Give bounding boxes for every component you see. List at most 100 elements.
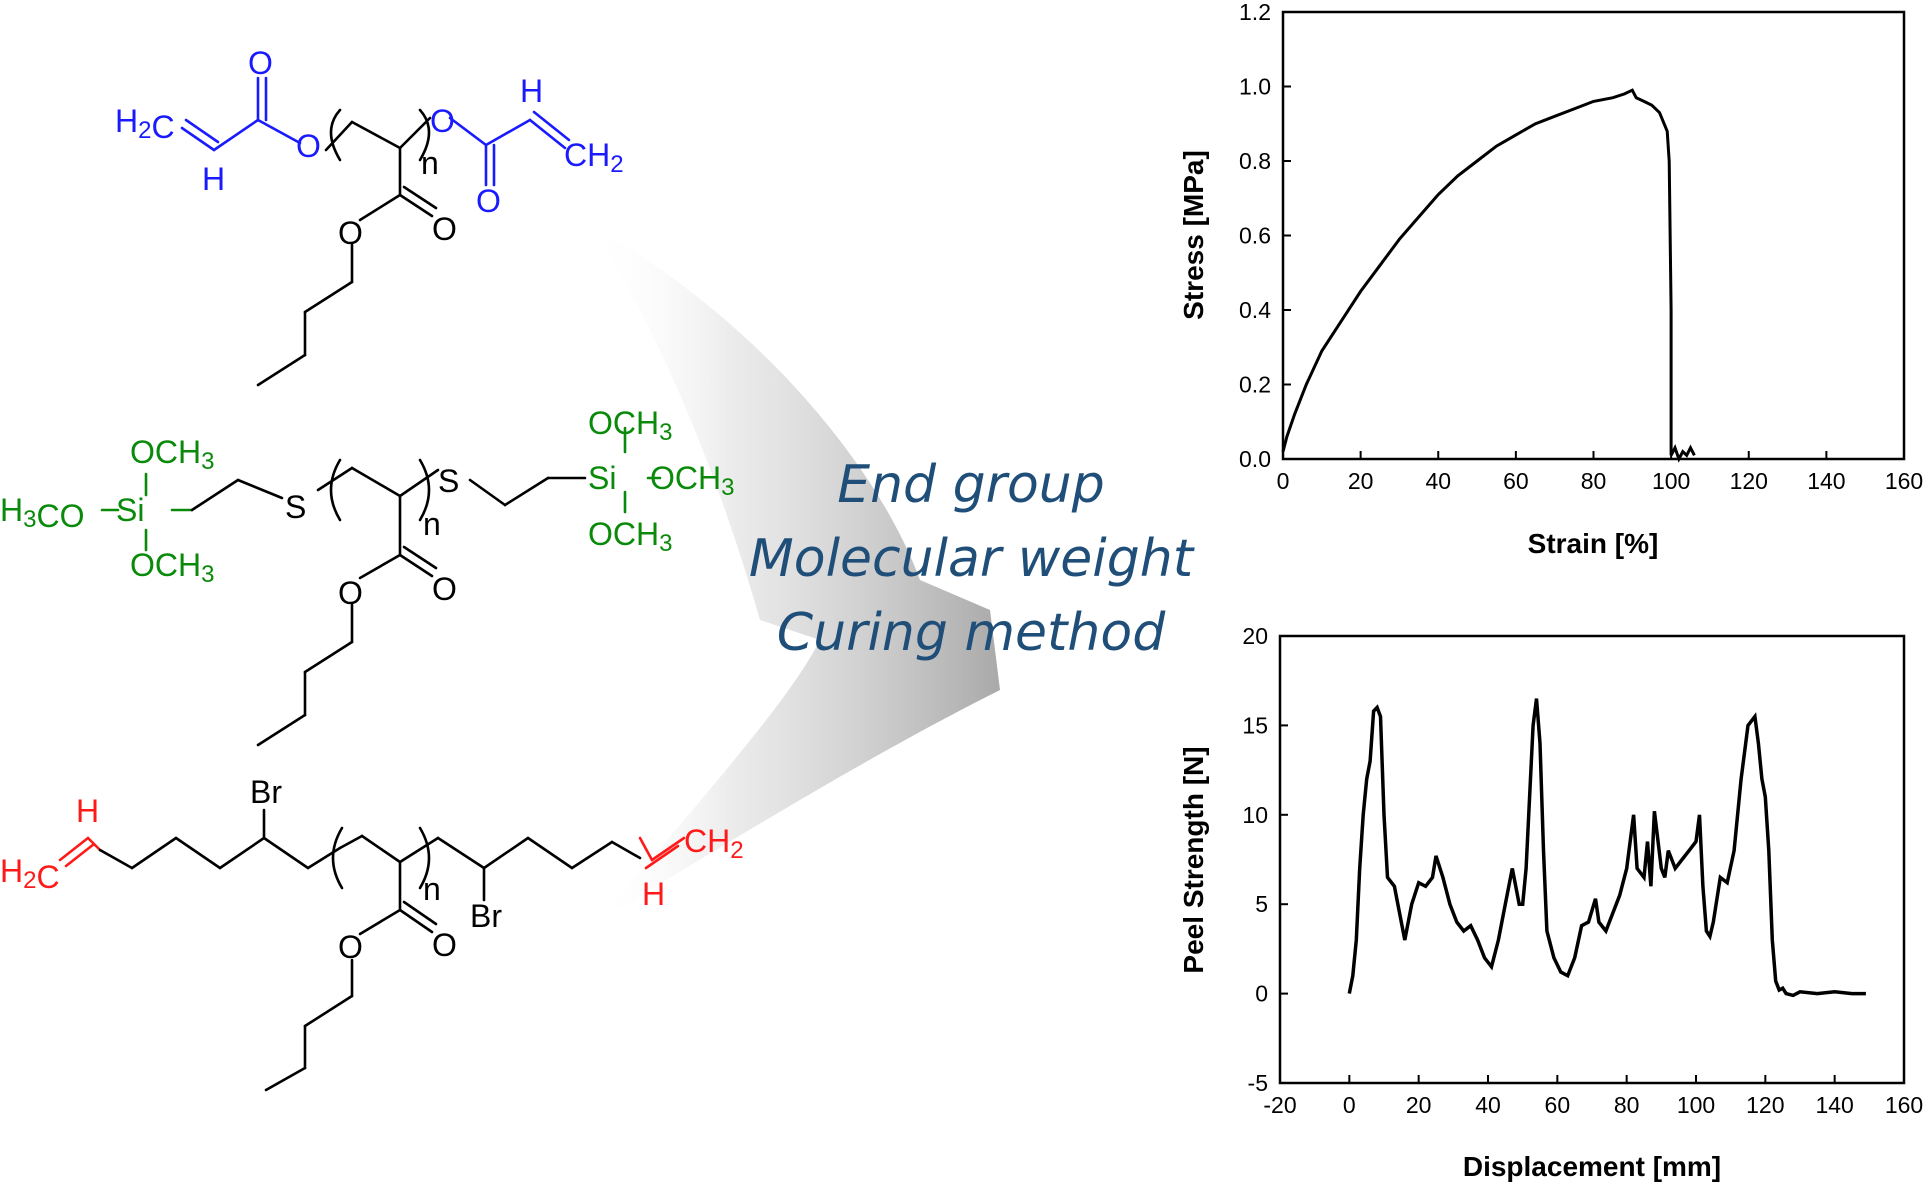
bond: [236, 478, 284, 500]
bond: [303, 640, 354, 674]
x-tick-label: 120: [1746, 1092, 1784, 1118]
atom-h: H: [76, 793, 99, 829]
formula-och3: OCH3: [130, 434, 214, 475]
bond: [212, 118, 260, 152]
repeat-n: n: [423, 506, 441, 542]
atom-s: S: [438, 463, 459, 499]
x-tick-label: 100: [1652, 468, 1690, 494]
y-tick-label: 15: [1242, 712, 1268, 738]
atom-o: O: [338, 215, 363, 251]
bond: [256, 353, 307, 387]
atom-s: S: [285, 489, 306, 525]
bond: [503, 476, 550, 507]
bond: [58, 836, 90, 862]
parameter-list: End group Molecular weight Curing method: [749, 455, 1195, 663]
bond: [532, 110, 571, 142]
bond: [264, 1066, 307, 1092]
formula-ch2: CH2: [684, 823, 744, 864]
bracket-right: [418, 108, 431, 162]
atom-o: O: [476, 183, 501, 219]
x-tick-label: 80: [1581, 468, 1607, 494]
repeat-n: n: [421, 145, 439, 181]
y-tick-label: 1.2: [1239, 0, 1271, 25]
bond: [638, 836, 654, 862]
bond: [262, 836, 310, 870]
bond: [650, 836, 686, 862]
bracket-left: [331, 826, 344, 890]
bond: [360, 834, 402, 864]
bond: [256, 713, 307, 747]
atom-si: Si: [588, 460, 616, 496]
y-axis-title: Peel Strength [N]: [1178, 746, 1209, 973]
atom-si: Si: [116, 492, 144, 528]
formula-ch2: CH2: [564, 137, 624, 178]
bond: [358, 553, 402, 580]
molecule-silane-terminated: OCH3 H3CO Si OCH3 OCH3 Si OCH3 OCH3: [0, 405, 734, 747]
formula-och3: OCH3: [130, 547, 214, 588]
bond: [398, 836, 440, 864]
parameter-molecular-weight: Molecular weight: [749, 529, 1195, 589]
parameter-end-group: End group: [837, 455, 1105, 515]
atom-br: Br: [250, 774, 282, 810]
bond: [64, 842, 96, 868]
bond: [324, 120, 354, 152]
bond: [303, 994, 354, 1028]
x-tick-label: 100: [1677, 1092, 1715, 1118]
atom-h: H: [642, 876, 665, 912]
atom-o: O: [432, 571, 457, 607]
bond: [570, 840, 614, 870]
formula-och3: OCH3: [650, 460, 734, 501]
x-tick-label: 120: [1730, 468, 1768, 494]
bond: [402, 545, 438, 570]
bond: [468, 478, 507, 507]
x-axis-title: Displacement [mm]: [1463, 1151, 1721, 1182]
x-tick-label: 40: [1425, 468, 1451, 494]
x-tick-label: 20: [1348, 468, 1374, 494]
atom-o: O: [432, 211, 457, 247]
atom-o: O: [296, 128, 321, 164]
bond: [130, 836, 178, 870]
bond: [180, 126, 216, 152]
repeat-n: n: [423, 871, 441, 907]
y-axis-title: Stress [MPa]: [1178, 150, 1209, 320]
bond: [436, 836, 486, 870]
y-tick-label: -5: [1248, 1070, 1268, 1096]
x-tick-label: 60: [1545, 1092, 1571, 1118]
bond: [398, 908, 434, 934]
formula-h3co: H3CO: [0, 492, 84, 534]
atom-o: O: [248, 45, 273, 81]
bond: [306, 846, 342, 870]
y-tick-label: 20: [1242, 623, 1268, 649]
bracket-right: [418, 826, 431, 890]
bond: [358, 908, 402, 936]
y-tick-label: 10: [1242, 802, 1268, 828]
formula-h2c: H2C: [0, 853, 60, 895]
bond: [190, 478, 240, 512]
bond: [256, 118, 302, 145]
atom-h: H: [202, 161, 225, 197]
x-tick-label: 0: [1343, 1092, 1356, 1118]
bond: [316, 466, 354, 492]
bond: [398, 116, 432, 150]
bond: [350, 466, 402, 498]
bond: [644, 844, 680, 870]
x-tick-label: 40: [1475, 1092, 1501, 1118]
y-tick-label: 0.4: [1239, 297, 1271, 323]
y-tick-label: 0.8: [1239, 148, 1271, 174]
atom-h: H: [520, 73, 543, 109]
x-tick-label: 80: [1614, 1092, 1640, 1118]
peel-strength-chart: -20 0 20 40 60 80 100 120 140 160 -5 0 5 10 15 20 Displ…: [1178, 623, 1923, 1182]
x-tick-label: 140: [1807, 468, 1845, 494]
tick-group: -20 0 20 40 60 80 100 120 140 160 -5 0 5 10 15 20: [1242, 623, 1923, 1118]
bond: [174, 836, 222, 870]
y-tick-label: 0.0: [1239, 446, 1271, 472]
bracket-right: [418, 458, 431, 522]
bond: [448, 116, 488, 147]
y-tick-label: 0.6: [1239, 223, 1271, 249]
bond: [610, 840, 642, 860]
series-line: [1347, 698, 1866, 998]
bond: [526, 836, 574, 870]
plot-area: [1278, 634, 1906, 1085]
y-tick-label: 0: [1255, 981, 1268, 1007]
bracket-left: [329, 108, 342, 162]
